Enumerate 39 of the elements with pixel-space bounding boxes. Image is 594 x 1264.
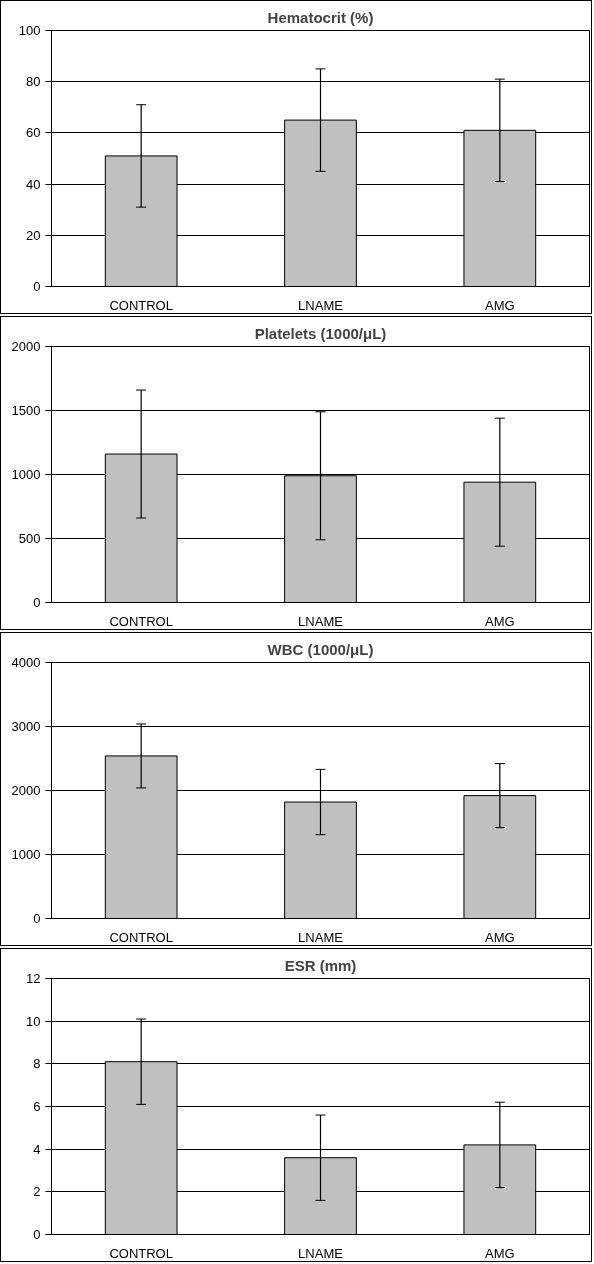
x-tick-label: CONTROL	[109, 297, 173, 313]
chart-title: Hematocrit (%)	[267, 8, 374, 26]
y-tick-label: 4	[33, 1141, 41, 1157]
y-tick-label: 2	[33, 1184, 41, 1200]
y-tick-label: 500	[18, 531, 41, 546]
y-tick-label: 10	[26, 1013, 41, 1029]
y-tick-label: 1500	[11, 403, 41, 418]
y-tick-label: 100	[18, 23, 41, 38]
x-tick-label: CONTROL	[109, 613, 173, 629]
y-tick-label: 60	[26, 125, 41, 141]
x-tick-label: CONTROL	[109, 1245, 173, 1261]
chart-title: Platelets (1000/μL)	[254, 324, 387, 342]
y-tick-label: 80	[26, 74, 41, 90]
x-tick-label: CONTROL	[109, 929, 173, 945]
y-tick-label: 3000	[11, 719, 41, 734]
x-tick-label: AMG	[485, 1245, 515, 1261]
y-tick-label: 40	[26, 176, 41, 192]
x-tick-label: LNAME	[298, 929, 344, 945]
chart-title: WBC (1000/μL)	[267, 640, 374, 658]
y-tick-label: 4000	[11, 655, 41, 670]
y-tick-label: 20	[26, 227, 41, 243]
x-tick-label: AMG	[485, 929, 515, 945]
y-tick-label: 6	[33, 1099, 41, 1114]
y-tick-label: 0	[33, 1227, 41, 1242]
y-tick-label: 8	[33, 1056, 41, 1072]
y-tick-label: 0	[33, 279, 41, 294]
y-tick-label: 1000	[11, 847, 41, 862]
x-tick-label: LNAME	[298, 297, 344, 313]
y-tick-label: 0	[33, 911, 41, 926]
y-tick-label: 2000	[11, 783, 41, 798]
x-tick-label: AMG	[485, 613, 515, 629]
x-tick-label: LNAME	[298, 1245, 344, 1261]
y-tick-label: 2000	[11, 339, 41, 354]
y-tick-label: 1000	[11, 467, 41, 482]
y-tick-label: 0	[33, 595, 41, 610]
x-tick-label: AMG	[485, 297, 515, 313]
y-tick-label: 12	[26, 971, 41, 986]
chart-title: ESR (mm)	[284, 956, 357, 974]
x-tick-label: LNAME	[298, 613, 344, 629]
